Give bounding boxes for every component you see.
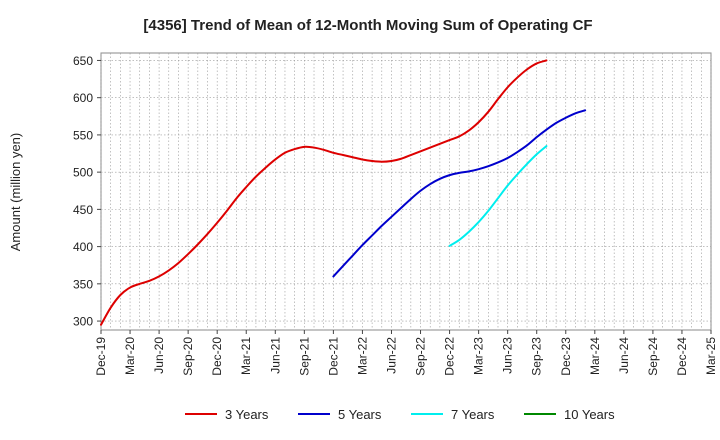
legend-label-3-years: 3 Years — [225, 407, 269, 422]
x-tick-label: Jun-24 — [617, 337, 631, 374]
x-tick-label: Mar-25 — [704, 337, 718, 375]
series-lines — [100, 59, 587, 326]
x-tick-label: Dec-20 — [210, 337, 224, 376]
y-tick-label: 600 — [73, 91, 93, 105]
x-tick-label: Dec-24 — [675, 337, 689, 376]
x-tick-label: Jun-21 — [268, 337, 282, 374]
y-axis-ticks: 300 350 400 450 500 550 600 650 — [73, 54, 101, 329]
x-tick-label: Sep-24 — [646, 337, 660, 376]
x-tick-label: Mar-24 — [588, 337, 602, 375]
y-tick-label: 300 — [73, 315, 93, 329]
x-axis-ticks: Dec-19 Mar-20 Jun-20 Sep-20 Dec-20 Mar-21 Jun-… — [94, 330, 718, 376]
x-tick-label: Mar-22 — [355, 337, 369, 375]
legend-label-7-years: 7 Years — [451, 407, 495, 422]
x-tick-label: Jun-23 — [501, 337, 515, 374]
y-tick-label: 550 — [73, 128, 93, 142]
x-tick-label: Jun-22 — [384, 337, 398, 374]
y-tick-label: 450 — [73, 203, 93, 217]
chart-title: [4356] Trend of Mean of 12-Month Moving … — [143, 17, 592, 34]
x-tick-label: Jun-20 — [152, 337, 166, 374]
x-tick-label: Mar-21 — [239, 337, 253, 375]
x-tick-label: Mar-23 — [472, 337, 486, 375]
y-axis-label: Amount (million yen) — [8, 133, 23, 252]
x-tick-label: Dec-23 — [559, 337, 573, 376]
series-line-5-years — [332, 109, 587, 278]
x-tick-label: Dec-21 — [326, 337, 340, 376]
legend: 3 Years 5 Years 7 Years 10 Years — [185, 407, 615, 422]
y-tick-label: 400 — [73, 240, 93, 254]
legend-label-5-years: 5 Years — [338, 407, 382, 422]
y-tick-label: 350 — [73, 277, 93, 291]
x-tick-label: Dec-19 — [94, 337, 108, 376]
x-tick-label: Sep-20 — [181, 337, 195, 376]
y-tick-label: 650 — [73, 54, 93, 68]
series-line-3-years — [100, 59, 548, 326]
y-tick-label: 500 — [73, 166, 93, 180]
legend-label-10-years: 10 Years — [564, 407, 615, 422]
plot-area — [100, 52, 712, 331]
x-tick-label: Sep-22 — [414, 337, 428, 376]
series-line-7-years — [448, 145, 548, 247]
x-tick-label: Mar-20 — [123, 337, 137, 375]
x-tick-label: Dec-22 — [443, 337, 457, 376]
x-tick-label: Sep-23 — [530, 337, 544, 376]
x-tick-label: Sep-21 — [297, 337, 311, 376]
